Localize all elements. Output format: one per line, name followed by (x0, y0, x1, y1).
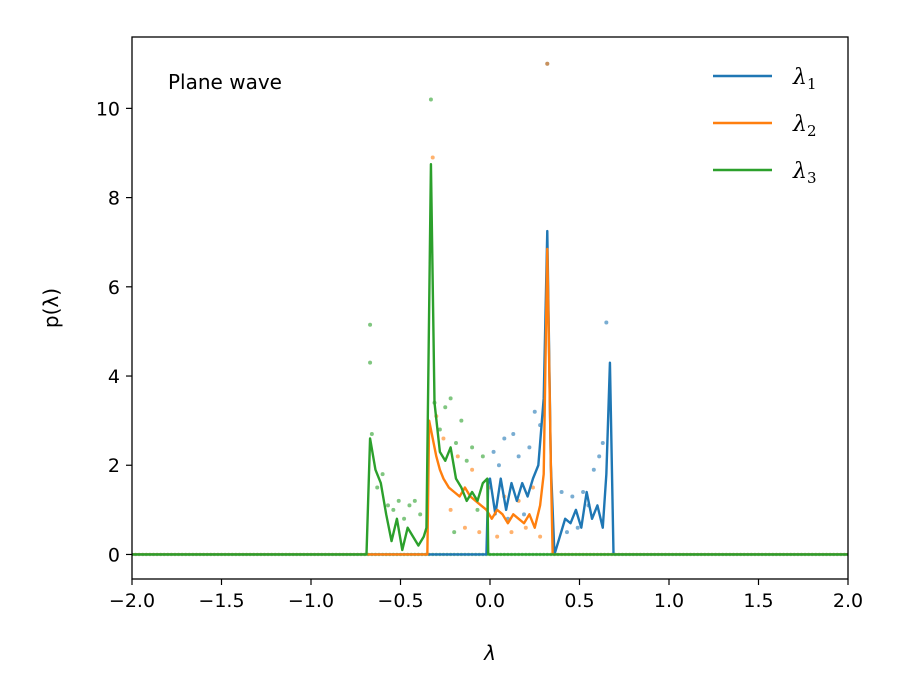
scatter-point (532, 409, 537, 414)
series-marks (132, 61, 848, 557)
scatter-point (441, 436, 446, 441)
scatter-points (368, 61, 609, 539)
scatter-point (455, 454, 460, 459)
scatter-point (470, 467, 475, 472)
scatter-point (600, 440, 605, 445)
scatter-point (480, 454, 485, 459)
scatter-point (597, 454, 602, 459)
x-tick-label: −1.5 (198, 590, 244, 612)
x-axis: −2.0 −1.5 −1.0 −0.5 0.0 0.5 1.0 1.5 2.0 (109, 579, 863, 612)
scatter-point (527, 445, 532, 450)
scatter-point (391, 507, 396, 512)
scatter-point (559, 490, 564, 495)
scatter-point (369, 432, 374, 437)
y-tick-label: 8 (108, 188, 120, 210)
series-line-1 (132, 229, 848, 556)
legend-entry-2: λ2 (792, 112, 817, 140)
x-tick-label: 1.5 (743, 590, 773, 612)
scatter-point (452, 530, 457, 535)
scatter-point (443, 405, 448, 410)
annotation-text: Plane wave (168, 70, 282, 94)
scatter-point (453, 440, 458, 445)
x-tick-label: 0.5 (564, 590, 594, 612)
scatter-point (575, 525, 580, 530)
x-tick-label: 1.0 (654, 590, 684, 612)
scatter-point (538, 534, 543, 539)
scatter-point (570, 494, 575, 499)
scatter-point (475, 507, 480, 512)
scatter-point (591, 467, 596, 472)
x-tick-label: 0.0 (475, 590, 505, 612)
legend-entry-3: λ3 (792, 159, 817, 187)
scatter-point (545, 61, 550, 66)
scatter-point (385, 503, 390, 508)
legend-entry-1: λ1 (792, 65, 817, 93)
scatter-point (470, 445, 475, 450)
scatter-point (380, 472, 385, 477)
y-axis: 0 2 4 6 8 10 (96, 98, 132, 566)
scatter-point (418, 512, 423, 517)
scatter-point (459, 418, 464, 423)
scatter-point (407, 503, 412, 508)
y-tick-label: 4 (108, 366, 120, 388)
scatter-point (516, 454, 521, 459)
scatter-point (564, 530, 569, 535)
scatter-point (511, 432, 516, 437)
plot-area (132, 61, 848, 557)
series-line-2 (132, 247, 848, 556)
scatter-point (428, 97, 433, 102)
legend: λ1 λ2 λ3 (713, 65, 817, 187)
x-axis-label: λ (483, 641, 496, 665)
plot-frame (131, 36, 849, 580)
scatter-point (522, 512, 527, 517)
scatter-point (437, 427, 442, 432)
scatter-point (604, 320, 609, 325)
y-tick-label: 0 (108, 544, 120, 566)
x-tick-label: 2.0 (833, 590, 863, 612)
scatter-point (477, 530, 482, 535)
x-tick-label: −2.0 (109, 590, 155, 612)
scatter-point (496, 463, 501, 468)
scatter-point (502, 436, 507, 441)
scatter-point (430, 155, 435, 160)
y-axis-label: p(λ) (39, 288, 63, 328)
scatter-point (448, 396, 453, 401)
scatter-point (462, 525, 467, 530)
y-tick-label: 10 (96, 98, 120, 120)
scatter-point (530, 485, 535, 490)
scatter-point (412, 498, 417, 503)
scatter-point (396, 498, 401, 503)
scatter-point (368, 322, 373, 327)
scatter-point (509, 530, 514, 535)
series-line-3 (132, 162, 848, 556)
scatter-point (375, 485, 380, 490)
scatter-point (581, 490, 586, 495)
scatter-point (495, 534, 500, 539)
scatter-point (464, 458, 469, 463)
x-tick-label: −1.0 (288, 590, 334, 612)
scatter-point (368, 360, 373, 365)
x-tick-label: −0.5 (377, 590, 423, 612)
scatter-point (491, 449, 496, 454)
scatter-point (448, 507, 453, 512)
scatter-point (402, 516, 407, 521)
scatter-point (523, 525, 528, 530)
y-tick-label: 6 (108, 277, 120, 299)
y-tick-label: 2 (108, 455, 120, 477)
